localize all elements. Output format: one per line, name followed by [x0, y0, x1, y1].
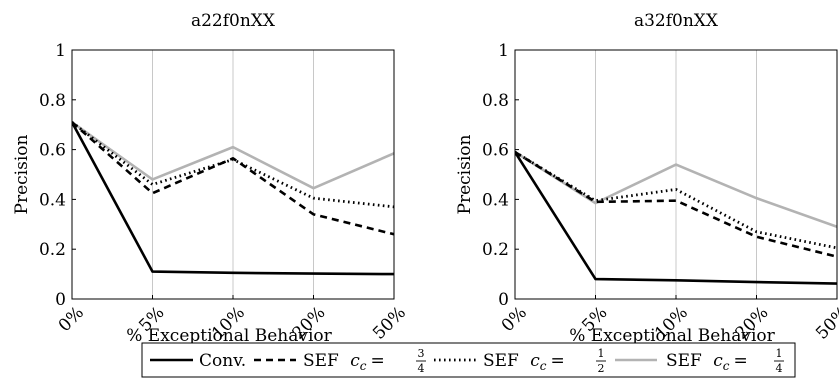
legend-label-sef12: SEF cc =	[483, 351, 565, 373]
y-tick-label: 0	[55, 290, 66, 310]
x-tick-label: 50%	[369, 303, 410, 344]
series-line-sef12	[72, 121, 394, 209]
legend: Conv. SEF cc = 3 4 SEF cc = 1 2 SEF cc = 1 …	[141, 342, 796, 378]
x-axis-label: % Exceptional Behavior	[569, 326, 775, 346]
series-line-conv	[515, 151, 837, 285]
chart-title: a22f0nXX	[191, 11, 276, 31]
y-tick-label: 0	[498, 290, 509, 310]
y-tick-label: 0.6	[482, 141, 509, 161]
y-tick-label: 1	[498, 41, 509, 61]
plot-frame	[71, 49, 395, 300]
y-tick-label: 1	[55, 41, 66, 61]
legend-label-sef14: SEF cc =	[666, 351, 748, 373]
y-tick-label: 0.2	[39, 240, 66, 260]
legend-frac-num-sef14: 1	[776, 347, 783, 360]
legend-frame	[141, 342, 796, 378]
x-tick-label: 50%	[812, 303, 839, 344]
y-tick-label: 0.4	[39, 190, 66, 210]
y-tick-label: 0.2	[482, 240, 509, 260]
legend-frac-den-sef34: 4	[418, 362, 425, 375]
y-tick-label: 0.6	[39, 141, 66, 161]
y-axis-label: Precision	[455, 134, 475, 214]
legend-label-conv: Conv.	[199, 351, 246, 371]
y-axis-label: Precision	[12, 134, 32, 214]
series-line-sef14	[72, 121, 394, 190]
series-line-sef12	[515, 150, 837, 250]
plots-group: 00.20.40.60.810% 5% 10% 20% 50%a22f0nXX% Exc…	[12, 11, 839, 346]
legend-frac-num-sef12: 1	[598, 347, 605, 360]
x-axis-label: % Exceptional Behavior	[126, 326, 332, 346]
legend-frac-den-sef12: 2	[598, 362, 605, 375]
legend-frac-num-sef34: 3	[418, 347, 425, 360]
y-tick-label: 0.8	[39, 91, 66, 111]
chart-panel-1: 00.20.40.60.810% 5% 10% 20% 50%a22f0nXX% Exc…	[12, 11, 410, 346]
y-tick-label: 0.4	[482, 190, 509, 210]
chart-panel-2: 00.20.40.60.810% 5% 10% 20% 50%a32f0nXX% Exc…	[455, 11, 839, 346]
legend-label-sef34: SEF cc =	[303, 351, 385, 373]
legend-frac-den-sef14: 4	[776, 362, 783, 375]
series-line-conv	[72, 121, 394, 276]
chart-title: a32f0nXX	[634, 11, 719, 31]
series-line-sef34	[515, 150, 837, 258]
y-tick-label: 0.8	[482, 91, 509, 111]
plot-frame	[514, 49, 838, 300]
